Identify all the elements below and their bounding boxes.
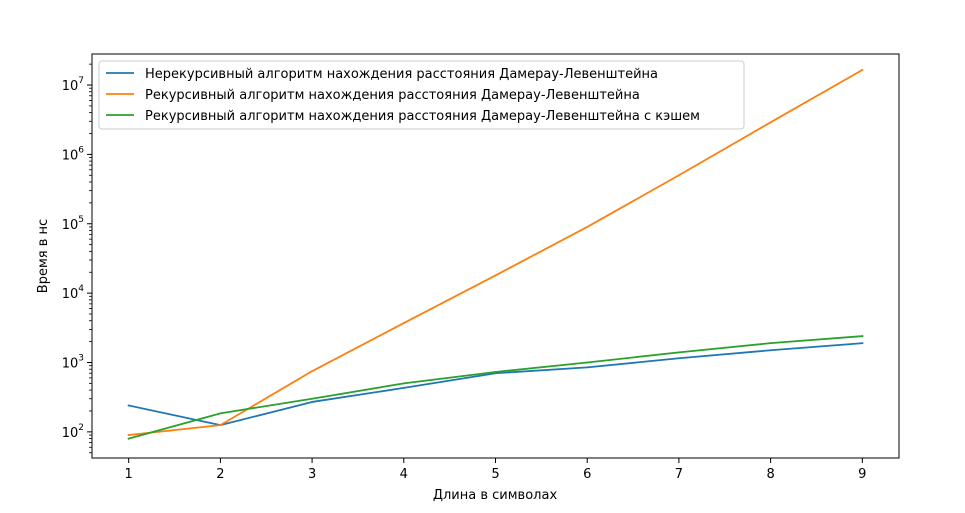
legend-label-recursive: Рекурсивный алгоритм нахождения расстоян… [145,88,640,103]
y-tick-exponent: 5 [78,215,84,225]
x-axis-label: Длина в символах [433,488,558,503]
data-point [769,342,772,345]
data-point [219,424,222,427]
data-point [678,357,680,360]
data-point [494,274,497,277]
data-point [127,434,130,436]
data-point [586,226,589,228]
x-tick-label: 3 [308,467,316,482]
data-point [586,366,589,369]
y-tick-label: 107 [62,76,84,94]
legend-label-nonrecursive: Нерекурсивный алгоритм нахождения рассто… [145,67,658,82]
legend: Нерекурсивный алгоритм нахождения рассто… [98,60,745,130]
data-point [586,361,589,364]
y-tick-exponent: 4 [78,284,84,294]
data-point [402,382,405,385]
data-point [769,121,772,124]
legend-label-recursive-cache: Рекурсивный алгоритм нахождения расстоян… [145,109,700,124]
data-point [769,349,772,352]
series-line-0 [127,342,864,427]
y-tick-label: 106 [62,145,85,163]
data-point [127,404,130,407]
x-tick-label: 4 [400,467,408,482]
y-tick-base: 10 [62,426,79,441]
data-point [402,387,405,389]
data-point [678,351,680,354]
y-tick-label: 105 [62,215,84,233]
x-tick-label: 1 [125,467,133,482]
x-tick-label: 6 [583,467,591,482]
x-tick-label: 8 [766,467,774,482]
y-tick-label: 103 [62,353,84,371]
y-tick-exponent: 3 [78,353,84,363]
y-tick-base: 10 [62,356,79,371]
x-axis-ticks: 1 2 3 4 5 6 7 8 9 [125,458,866,482]
y-tick-base: 10 [62,287,79,302]
data-point [311,401,313,403]
y-tick-exponent: 2 [78,423,84,433]
y-tick-base: 10 [62,79,79,94]
y-tick-base: 10 [62,218,79,233]
x-tick-label: 2 [216,467,224,482]
x-tick-label: 5 [491,467,499,482]
y-tick-label: 104 [62,284,85,302]
y-tick-label: 102 [62,423,84,441]
legend-box [98,60,745,130]
series-lines [127,68,864,440]
data-point [494,371,497,373]
data-point [402,322,405,324]
y-tick-base: 10 [62,148,79,163]
y-axis-label: Время в нс [36,219,51,293]
x-tick-label: 9 [858,467,866,482]
data-point [311,397,313,400]
data-point [861,342,864,345]
data-point [127,437,130,440]
data-point [861,335,864,338]
plot-frame [91,53,900,459]
y-tick-exponent: 6 [78,145,84,155]
x-tick-label: 7 [675,467,683,482]
data-point [678,174,680,177]
y-tick-exponent: 7 [78,76,84,86]
data-point [861,69,864,71]
data-point [311,370,313,373]
data-point [219,412,222,415]
